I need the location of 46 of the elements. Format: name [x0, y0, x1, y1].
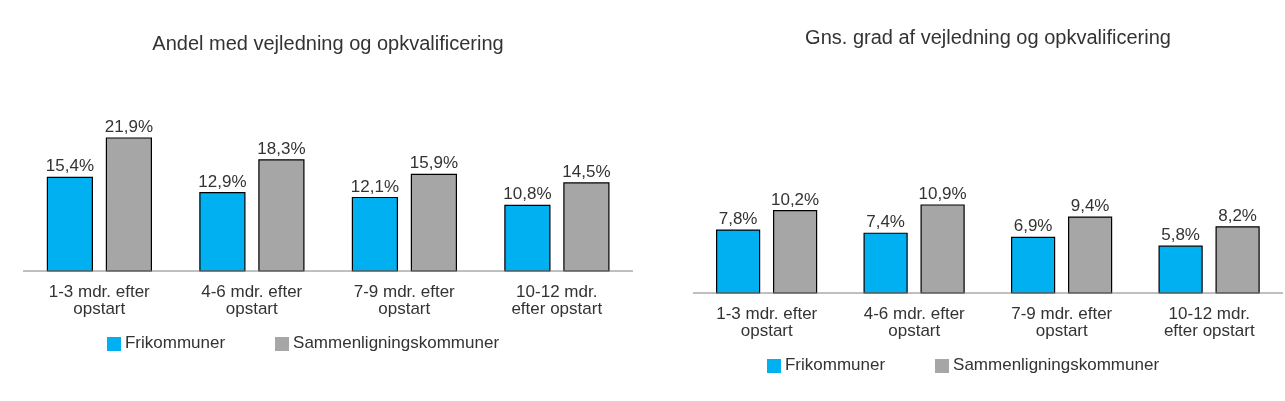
bar	[920, 204, 965, 294]
data-label: 14,5%	[562, 161, 611, 181]
bar	[1068, 216, 1113, 294]
x-tick-label: 1-3 mdr. efter opstart	[48, 282, 151, 319]
data-label: 9,4%	[1070, 196, 1110, 216]
legend-label: Sammenligningskommuner	[293, 333, 500, 352]
x-tick-label: 10-12 mdr. efter opstart	[511, 282, 603, 319]
data-label: 12,1%	[350, 176, 399, 196]
data-label: 15,4%	[45, 156, 94, 176]
bar	[716, 229, 761, 294]
data-label: 10,8%	[503, 184, 552, 204]
bar	[199, 192, 246, 272]
bar	[563, 182, 610, 272]
data-label: 18,3%	[257, 138, 306, 158]
legend-label: Sammenligningskommuner	[953, 355, 1160, 374]
data-label: 15,9%	[409, 153, 458, 173]
data-label: 10,9%	[918, 184, 967, 203]
x-tick-label: 7-9 mdr. efter opstart	[1011, 304, 1113, 341]
bar	[105, 137, 152, 272]
data-label: 10,2%	[771, 189, 820, 209]
chart-title: Andel med vejledning og opkvalificering	[151, 32, 505, 55]
data-label: 7,8%	[718, 209, 758, 229]
x-tick-label: 4-6 mdr. efter opstart	[201, 282, 303, 319]
bar	[773, 210, 818, 294]
data-label: 5,8%	[1161, 225, 1200, 245]
data-label: 8,2%	[1218, 205, 1257, 225]
x-tick-label: 10-12 mdr. efter opstart	[1163, 304, 1255, 341]
data-label: 6,9%	[1013, 216, 1053, 236]
bar	[410, 173, 457, 272]
data-label: 7,4%	[866, 212, 905, 232]
legend-label: Frikommuner	[124, 333, 226, 352]
legend-label: Frikommuner	[784, 355, 886, 374]
chart-title: Gns. grad af vejledning og opkvalificering	[804, 26, 1172, 49]
x-tick-label: 4-6 mdr. efter opstart	[863, 304, 966, 341]
bar	[351, 196, 398, 272]
bar	[258, 159, 305, 272]
bar	[504, 204, 551, 272]
data-label: 21,9%	[104, 117, 153, 136]
x-tick-label: 1-3 mdr. efter opstart	[716, 304, 818, 341]
bar	[1011, 236, 1056, 294]
data-label: 12,9%	[198, 171, 247, 191]
bar	[46, 176, 93, 272]
bar	[1158, 245, 1203, 294]
bar	[863, 232, 908, 294]
x-tick-label: 7-9 mdr. efter opstart	[353, 282, 456, 319]
bar	[1215, 226, 1260, 294]
